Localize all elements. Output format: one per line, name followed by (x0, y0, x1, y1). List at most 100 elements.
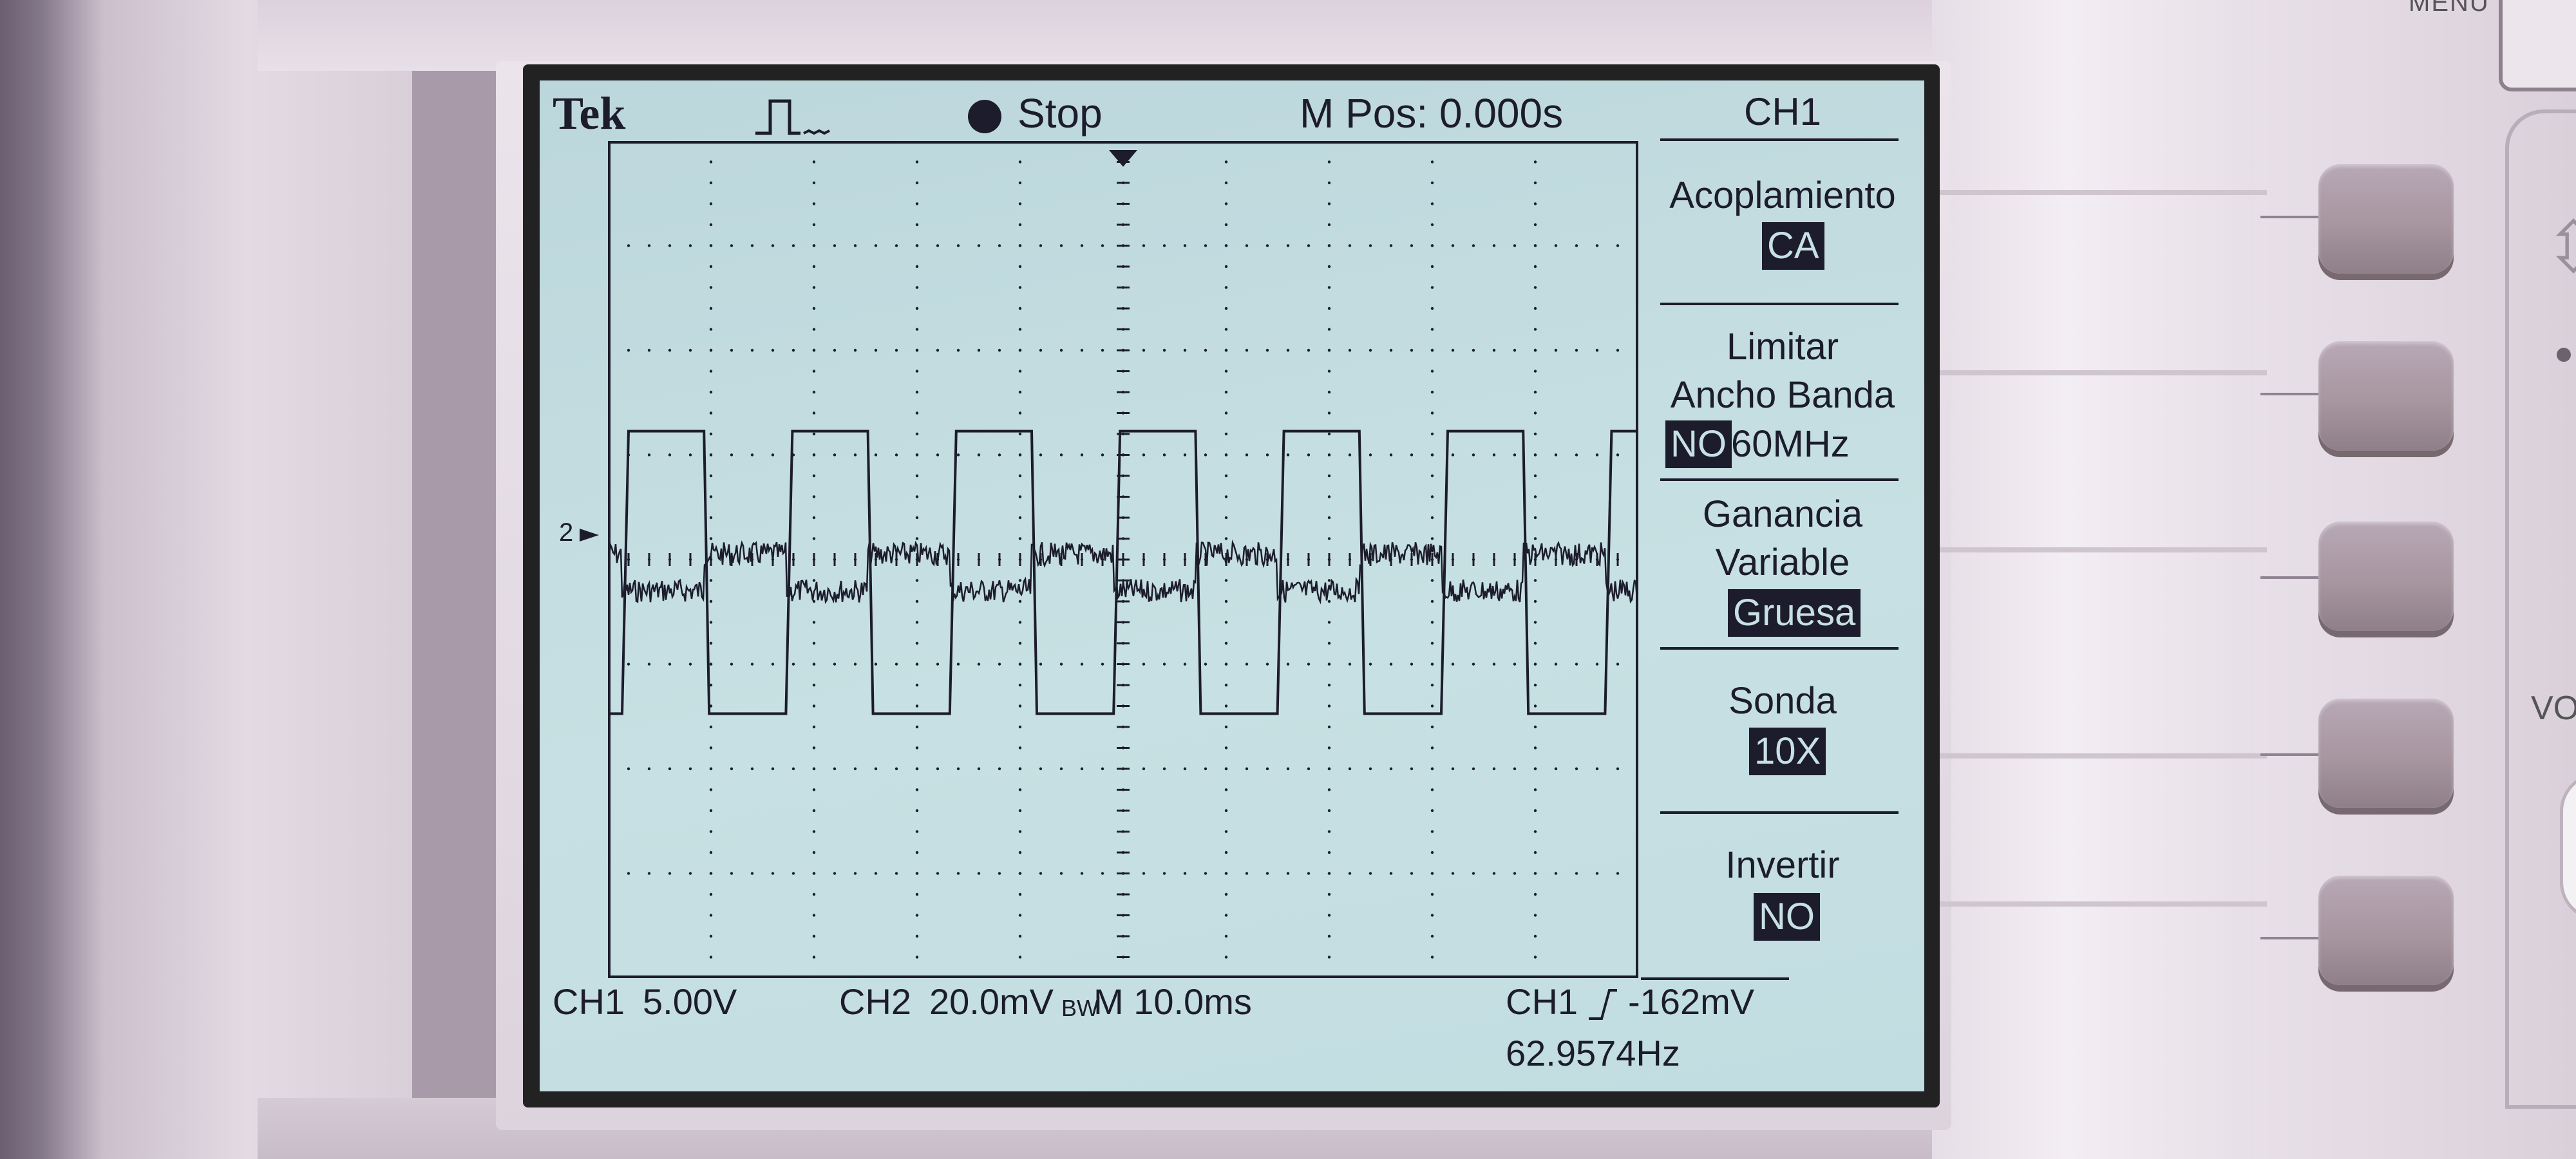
grid-dot (1018, 160, 1022, 164)
menu-label: MENU (2409, 0, 2490, 17)
side-menu-button-4[interactable] (2318, 699, 2454, 808)
grid-dot (709, 641, 713, 645)
grid-dot (1616, 663, 1620, 666)
grid-dot (833, 872, 837, 875)
grid-dot (1224, 495, 1228, 498)
grid-dot (688, 348, 692, 352)
grid-dot (1224, 976, 1228, 978)
grid-dot (1533, 516, 1537, 520)
side-menu-button-2[interactable] (2318, 341, 2454, 451)
grid-dot (915, 872, 919, 875)
grid-dot (1018, 495, 1022, 498)
grid-dot (1080, 872, 1084, 875)
grid-dot (936, 872, 940, 875)
grid-dot (1018, 599, 1022, 603)
grid-dot (1533, 244, 1537, 247)
grid-dot (833, 348, 837, 352)
grid-dot (1224, 453, 1228, 457)
grid-dot (812, 976, 816, 978)
grid-dot (1224, 934, 1228, 938)
side-menu-button-3[interactable] (2318, 522, 2454, 631)
grid-dot (812, 892, 816, 896)
grid-dot (1080, 348, 1084, 352)
grid-dot (1533, 286, 1537, 289)
grid-dot (1142, 453, 1146, 457)
grid-dot (1430, 432, 1434, 436)
grid-dot (915, 265, 919, 269)
grid-dot (1636, 244, 1638, 247)
grid-dot (1533, 579, 1537, 582)
grid-dot (608, 663, 610, 666)
grid-dot (1142, 872, 1146, 875)
grid-dot (1265, 872, 1269, 875)
grid-dot (812, 788, 816, 791)
grid-dot (688, 244, 692, 247)
grid-dot (1018, 411, 1022, 415)
grid-dot (915, 621, 919, 624)
grid-dot (1451, 767, 1455, 771)
panel-frame (2505, 109, 2576, 1109)
grid-dot (853, 872, 857, 875)
grid-dot (1492, 453, 1496, 457)
side-menu-button-1[interactable] (2318, 164, 2454, 274)
grid-dot (1451, 348, 1455, 352)
grid-dot (709, 265, 713, 269)
menu-item-gain-value: Gruesa (1728, 589, 1861, 637)
grid-dot (1018, 286, 1022, 289)
grid-dot (1348, 244, 1352, 247)
grid-dot (1327, 432, 1331, 436)
grid-dot (1327, 934, 1331, 938)
grid-dot (1554, 244, 1558, 247)
grid-dot (1307, 453, 1311, 457)
grid-dot (1224, 599, 1228, 603)
grid-dot (1430, 141, 1434, 143)
grid-dot (1059, 453, 1063, 457)
grid-dot (1018, 746, 1022, 749)
grid-dot (1224, 746, 1228, 749)
grid-dot (936, 663, 940, 666)
grid-dot (1059, 663, 1063, 666)
grid-dot (1430, 579, 1434, 582)
grid-dot (812, 370, 816, 373)
grid-dot (1513, 872, 1517, 875)
grid-dot (812, 851, 816, 854)
grid-dot (1080, 244, 1084, 247)
grid-dot (1327, 474, 1331, 478)
side-menu: CH1 Acoplamiento CA Limitar Ancho Banda … (1641, 80, 1924, 1091)
grid-dot (1265, 767, 1269, 771)
trigger-level: -162mV (1628, 981, 1755, 1022)
grid-lines (608, 141, 1638, 978)
ch2-trace (608, 539, 1638, 605)
side-menu-button-5[interactable] (2318, 876, 2454, 985)
grid-dot (1327, 516, 1331, 520)
grid-dot (1224, 223, 1228, 227)
grid-dot (709, 767, 713, 771)
grid-dot (1533, 411, 1537, 415)
grid-dot (1162, 872, 1166, 875)
grid-dot (1018, 830, 1022, 833)
grid-dot (977, 453, 981, 457)
grid-dot (1533, 202, 1537, 205)
grid-dot (688, 453, 692, 457)
grid-dot (750, 872, 754, 875)
grid-dot (608, 453, 610, 457)
grid-dot (1183, 767, 1187, 771)
grid-dot (1327, 453, 1331, 457)
grid-dot (915, 725, 919, 729)
grid-dot (627, 767, 630, 771)
grid-dot (1492, 663, 1496, 666)
grid-dot (1224, 390, 1228, 394)
grid-dot (1059, 244, 1063, 247)
grid-dot (915, 495, 919, 498)
grid-dot (956, 663, 960, 666)
grid-dot (1018, 976, 1022, 978)
grid-dot (1039, 453, 1043, 457)
grid-dot (1183, 663, 1187, 666)
menu-button[interactable] (2499, 0, 2576, 91)
grid-dot (1533, 474, 1537, 478)
grid-dot (1410, 453, 1414, 457)
grid-dot (1430, 202, 1434, 205)
grid-dot (874, 453, 878, 457)
grid-dot (1533, 141, 1537, 143)
grid-dot (1224, 516, 1228, 520)
